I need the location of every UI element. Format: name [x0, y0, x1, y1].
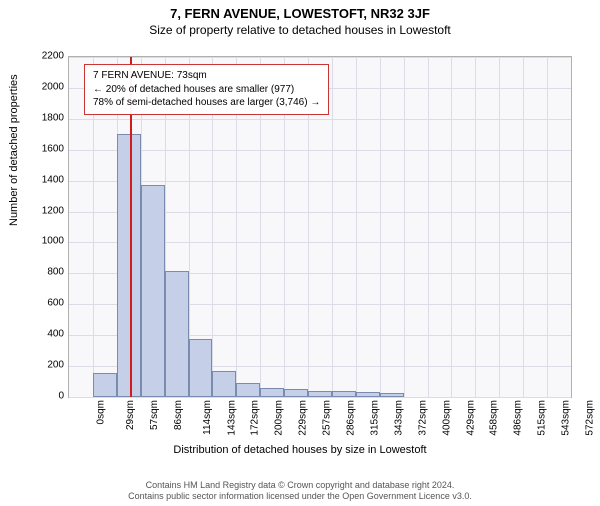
y-tick-label: 400: [4, 329, 64, 340]
histogram-bar: [380, 393, 404, 397]
histogram-bar: [212, 371, 236, 397]
grid-line: [428, 57, 429, 397]
y-tick-label: 1800: [4, 112, 64, 123]
x-axis-title: Distribution of detached houses by size …: [0, 444, 600, 456]
histogram-bar: [165, 271, 189, 397]
legend-box: 7 FERN AVENUE: 73sqm ← 20% of detached h…: [84, 64, 329, 115]
y-tick-label: 2000: [4, 81, 64, 92]
x-tick-label: 572sqm: [585, 400, 596, 436]
histogram-bar: [236, 383, 260, 397]
footer-line-2: Contains public sector information licen…: [0, 491, 600, 502]
x-tick-label: 200sqm: [274, 400, 285, 436]
x-tick-label: 343sqm: [393, 400, 404, 436]
grid-line: [380, 57, 381, 397]
y-tick-label: 2200: [4, 51, 64, 62]
x-tick-label: 315sqm: [370, 400, 381, 436]
legend-line-2: ← 20% of detached houses are smaller (97…: [93, 83, 320, 97]
histogram-bar: [117, 134, 141, 397]
grid-line: [451, 57, 452, 397]
histogram-bar: [260, 388, 284, 397]
grid-line: [69, 397, 571, 398]
x-tick-label: 114sqm: [201, 400, 212, 435]
x-tick-label: 515sqm: [537, 400, 548, 436]
grid-line: [523, 57, 524, 397]
histogram-bar: [332, 391, 356, 397]
page-subtitle: Size of property relative to detached ho…: [0, 23, 600, 37]
x-tick-label: 143sqm: [226, 400, 237, 436]
grid-line: [69, 150, 571, 151]
y-tick-label: 200: [4, 360, 64, 371]
grid-line: [356, 57, 357, 397]
legend-line-1: 7 FERN AVENUE: 73sqm: [93, 69, 320, 83]
y-tick-label: 600: [4, 298, 64, 309]
x-tick-label: 400sqm: [441, 400, 452, 436]
x-tick-label: 0sqm: [95, 400, 106, 424]
x-tick-label: 257sqm: [322, 400, 333, 436]
grid-line: [499, 57, 500, 397]
grid-line: [404, 57, 405, 397]
grid-line: [69, 181, 571, 182]
y-tick-label: 800: [4, 267, 64, 278]
x-tick-label: 486sqm: [513, 400, 524, 436]
grid-line: [69, 119, 571, 120]
y-tick-label: 1400: [4, 174, 64, 185]
x-tick-label: 286sqm: [346, 400, 357, 436]
grid-line: [332, 57, 333, 397]
x-tick-label: 29sqm: [125, 400, 136, 430]
grid-line: [69, 57, 571, 58]
legend-line-3: 78% of semi-detached houses are larger (…: [93, 96, 320, 110]
x-tick-label: 172sqm: [250, 400, 261, 436]
y-tick-label: 1600: [4, 143, 64, 154]
x-tick-label: 372sqm: [417, 400, 428, 436]
histogram-bar: [189, 339, 213, 397]
y-tick-label: 1000: [4, 236, 64, 247]
histogram-bar: [356, 392, 380, 397]
x-tick-label: 57sqm: [149, 400, 160, 430]
x-tick-label: 429sqm: [465, 400, 476, 436]
x-tick-label: 86sqm: [173, 400, 184, 430]
x-tick-label: 229sqm: [298, 400, 309, 436]
footer-line-1: Contains HM Land Registry data © Crown c…: [0, 480, 600, 491]
histogram-bar: [141, 185, 165, 398]
page-title: 7, FERN AVENUE, LOWESTOFT, NR32 3JF: [0, 6, 600, 21]
histogram-bar: [93, 373, 117, 397]
x-tick-label: 458sqm: [489, 400, 500, 436]
histogram-bar: [284, 389, 308, 397]
y-tick-label: 0: [4, 391, 64, 402]
x-tick-label: 543sqm: [561, 400, 572, 436]
histogram-bar: [308, 391, 332, 397]
grid-line: [475, 57, 476, 397]
grid-line: [547, 57, 548, 397]
y-tick-label: 1200: [4, 205, 64, 216]
footer-attribution: Contains HM Land Registry data © Crown c…: [0, 480, 600, 503]
